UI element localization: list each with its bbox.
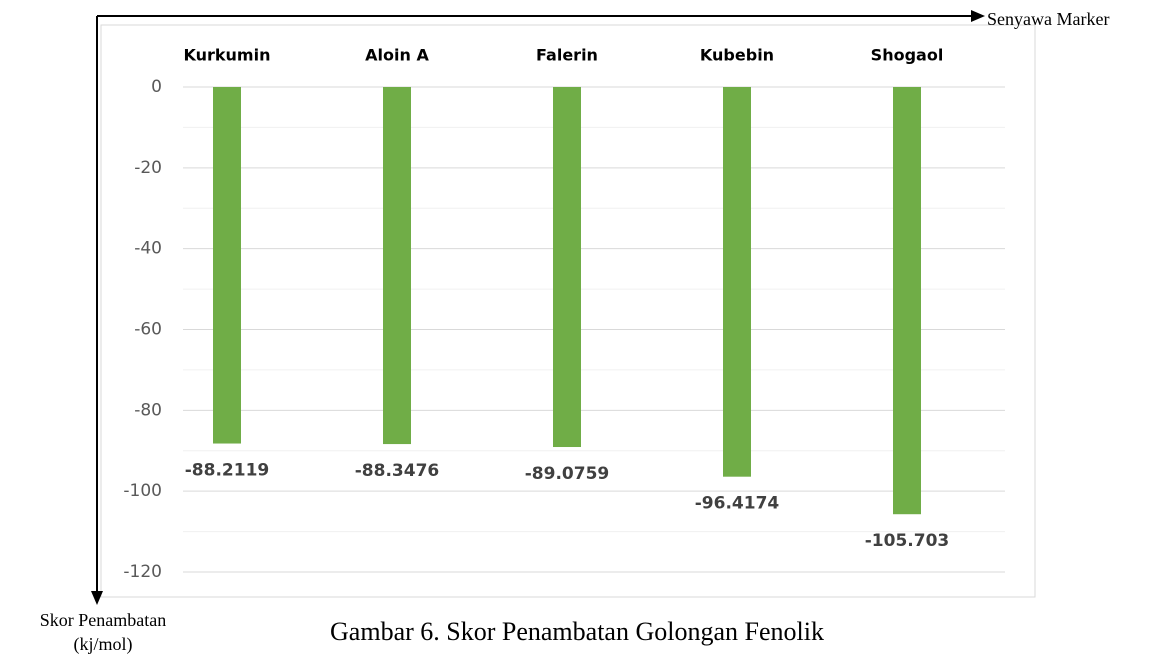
y-tick-label: -60	[134, 320, 162, 340]
data-label: -88.3476	[355, 461, 440, 481]
bar	[723, 87, 751, 477]
x-tick-label: Shogaol	[871, 46, 944, 65]
y-arrow-head	[91, 591, 103, 605]
bar	[213, 87, 241, 444]
y-tick-label: -40	[134, 239, 162, 259]
x-tick-label: Kurkumin	[184, 46, 271, 65]
x-arrow-head	[971, 10, 985, 22]
bar	[893, 87, 921, 515]
data-label: -105.703	[865, 531, 950, 551]
y-tick-label: -20	[134, 158, 162, 178]
data-label: -96.4174	[695, 494, 780, 514]
y-axis-label: Skor Penambatan	[40, 610, 166, 630]
x-axis-label: Senyawa Marker	[987, 9, 1109, 29]
bar	[383, 87, 411, 445]
y-axis-label: (kj/mol)	[74, 634, 133, 655]
y-tick-label: -100	[123, 481, 162, 501]
y-tick-label: -80	[134, 400, 162, 420]
x-tick-label: Aloin A	[365, 46, 429, 65]
x-tick-label: Falerin	[536, 46, 598, 65]
y-tick-label: 0	[151, 77, 162, 97]
bar	[553, 87, 581, 448]
y-tick-label: -120	[123, 562, 162, 582]
x-tick-label: Kubebin	[700, 46, 774, 65]
data-label: -88.2119	[185, 461, 270, 481]
data-label: -89.0759	[525, 464, 610, 484]
caption: Gambar 6. Skor Penambatan Golongan Fenol…	[330, 617, 824, 646]
